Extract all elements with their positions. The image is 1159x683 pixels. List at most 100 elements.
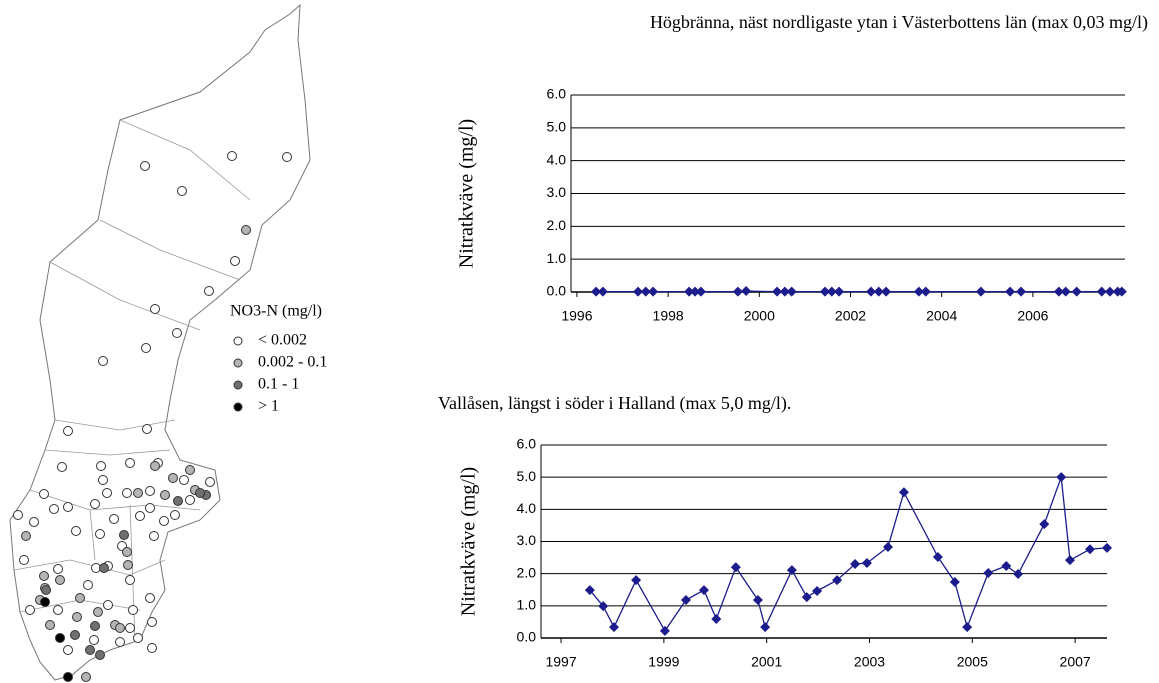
data-marker — [883, 541, 894, 552]
data-marker — [690, 286, 701, 297]
map-point — [125, 623, 135, 633]
x-tick-label: 1998 — [653, 308, 684, 324]
legend-label: 0.1 - 1 — [258, 376, 299, 393]
y-tick-label: 3.0 — [517, 532, 537, 548]
map-point — [141, 343, 151, 353]
x-tick-label: 2000 — [744, 308, 775, 324]
x-tick-label: 1996 — [561, 308, 592, 324]
x-tick-label: 2005 — [957, 654, 988, 670]
legend-label: > 1 — [258, 398, 279, 415]
x-tick-label: 1997 — [545, 654, 576, 670]
map-point — [133, 488, 143, 498]
chart-title: Högbränna, näst nordligaste ytan i Väste… — [650, 12, 1148, 33]
data-marker — [695, 286, 706, 297]
x-tick-label: 2003 — [854, 654, 885, 670]
map-point — [75, 593, 85, 603]
data-marker — [608, 622, 619, 633]
map-point — [125, 458, 135, 468]
y-axis-label: Nitratkväve (mg/l) — [458, 467, 480, 616]
data-marker — [1064, 555, 1075, 566]
map-point — [41, 585, 51, 595]
data-marker — [866, 286, 877, 297]
map-point — [122, 547, 132, 557]
map-points — [13, 151, 292, 682]
y-tick-label: 2.0 — [517, 564, 537, 580]
map-point — [145, 503, 155, 513]
data-marker — [1102, 542, 1112, 553]
map-point — [282, 152, 292, 162]
data-marker — [962, 622, 973, 633]
map-point — [39, 571, 49, 581]
y-tick-label: 0.0 — [547, 283, 567, 299]
map-point — [99, 563, 109, 573]
map-point — [63, 502, 73, 512]
map-point — [159, 516, 169, 526]
data-marker — [1001, 560, 1012, 571]
y-tick-label: 5.0 — [517, 468, 537, 484]
y-tick-label: 3.0 — [547, 184, 567, 200]
data-marker — [913, 286, 924, 297]
map-point — [168, 473, 178, 483]
map-point — [89, 635, 99, 645]
data-marker — [881, 286, 892, 297]
map-point — [19, 555, 29, 565]
map-point — [173, 496, 183, 506]
map-point — [135, 511, 145, 521]
legend-label: < 0.002 — [258, 332, 307, 349]
y-tick-label: 2.0 — [547, 217, 567, 233]
data-marker — [949, 577, 960, 588]
map-point — [177, 186, 187, 196]
data-marker — [826, 286, 837, 297]
map-point — [95, 529, 105, 539]
data-marker — [1104, 286, 1115, 297]
map-point — [160, 490, 170, 500]
y-tick-label: 1.0 — [547, 250, 567, 266]
map-point — [70, 630, 80, 640]
data-marker — [1071, 286, 1082, 297]
y-tick-label: 4.0 — [517, 500, 537, 516]
map-point — [195, 488, 205, 498]
map-point — [142, 424, 152, 434]
map-point — [227, 151, 237, 161]
y-tick-label: 5.0 — [547, 119, 567, 135]
charts: Högbränna, näst nordligaste ytan i Väste… — [438, 12, 1148, 670]
map-point — [102, 488, 112, 498]
map-point — [119, 530, 129, 540]
map-point — [96, 461, 106, 471]
data-marker — [1060, 286, 1071, 297]
map-point — [63, 426, 73, 436]
map-point — [147, 617, 157, 627]
map-point — [115, 637, 125, 647]
map-point — [150, 304, 160, 314]
data-marker — [631, 575, 642, 586]
data-marker — [850, 559, 861, 570]
data-marker — [832, 575, 843, 586]
data-line — [589, 476, 1108, 633]
data-marker — [1039, 519, 1050, 530]
x-tick-label: 2001 — [751, 654, 782, 670]
map-point — [128, 605, 138, 615]
data-marker — [711, 614, 722, 625]
map-point — [13, 510, 23, 520]
data-marker — [920, 286, 931, 297]
chart-title: Vallåsen, längst i söder i Halland (max … — [438, 393, 791, 414]
map-point — [85, 645, 95, 655]
data-marker — [772, 286, 783, 297]
data-marker — [873, 286, 884, 297]
data-marker — [1005, 286, 1016, 297]
data-marker — [932, 551, 943, 562]
map-point — [40, 597, 50, 607]
map-point — [21, 531, 31, 541]
data-marker — [680, 595, 691, 606]
map-point — [170, 510, 180, 520]
data-marker — [633, 286, 644, 297]
map-point — [25, 605, 35, 615]
data-marker — [684, 286, 695, 297]
data-marker — [648, 286, 659, 297]
data-marker — [801, 592, 812, 603]
y-tick-label: 4.0 — [547, 151, 567, 167]
data-marker — [732, 286, 743, 297]
map-point — [83, 580, 93, 590]
map-point — [93, 607, 103, 617]
